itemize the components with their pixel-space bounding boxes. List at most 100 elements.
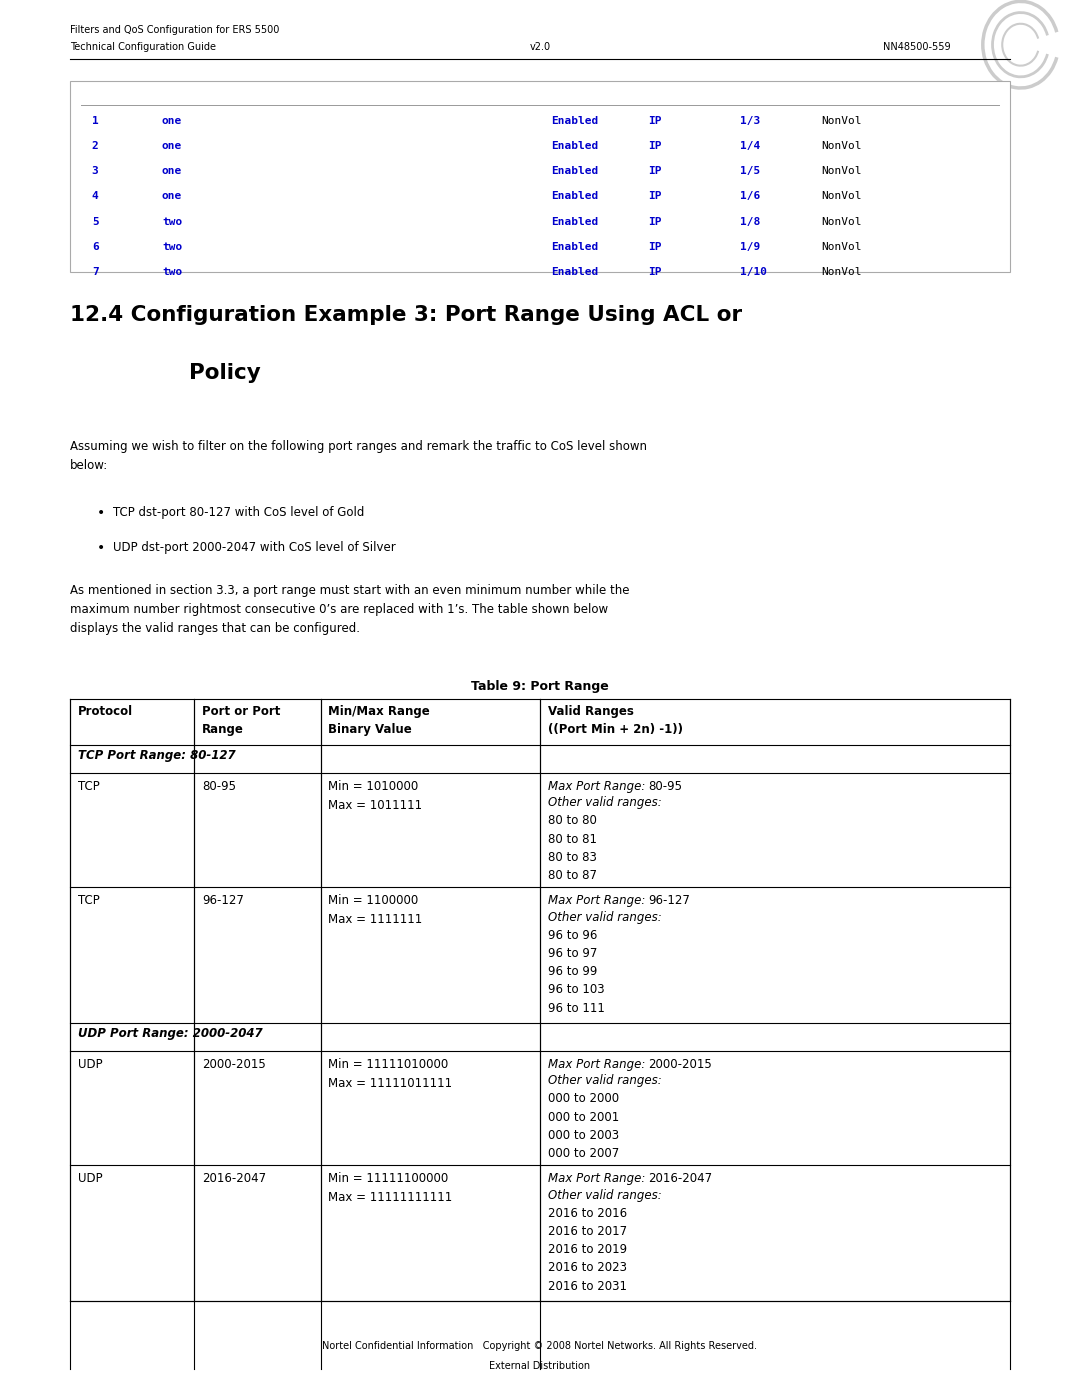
Text: 96 to 111: 96 to 111 <box>548 1002 605 1014</box>
Text: Enabled: Enabled <box>551 141 598 151</box>
Text: IP: IP <box>648 242 661 251</box>
Text: Technical Configuration Guide: Technical Configuration Guide <box>70 42 216 52</box>
Text: 3: 3 <box>92 166 98 176</box>
Text: Nortel Confidential Information   Copyright © 2008 Nortel Networks. All Rights R: Nortel Confidential Information Copyrigh… <box>323 1341 757 1351</box>
Text: NonVol: NonVol <box>821 267 862 277</box>
Text: Min/Max Range
Binary Value: Min/Max Range Binary Value <box>328 705 430 736</box>
Text: 96-127: 96-127 <box>202 894 244 907</box>
Text: Min = 11111100000
Max = 11111111111: Min = 11111100000 Max = 11111111111 <box>328 1172 453 1204</box>
Text: 1/10: 1/10 <box>740 267 767 277</box>
Text: 000 to 2001: 000 to 2001 <box>548 1111 619 1123</box>
Text: 96 to 99: 96 to 99 <box>548 965 597 978</box>
Text: Other valid ranges:: Other valid ranges: <box>548 796 661 809</box>
Text: Enabled: Enabled <box>551 116 598 126</box>
Text: Enabled: Enabled <box>551 217 598 226</box>
Text: 2016-2047: 2016-2047 <box>202 1172 266 1185</box>
Text: Min = 1010000
Max = 1011111: Min = 1010000 Max = 1011111 <box>328 780 422 812</box>
Text: 1/8: 1/8 <box>740 217 760 226</box>
Text: Enabled: Enabled <box>551 166 598 176</box>
Text: UDP dst-port 2000-2047 with CoS level of Silver: UDP dst-port 2000-2047 with CoS level of… <box>113 541 396 553</box>
Text: one: one <box>162 141 183 151</box>
Text: 1/4: 1/4 <box>740 141 760 151</box>
Text: Enabled: Enabled <box>551 191 598 201</box>
Text: 96 to 97: 96 to 97 <box>548 947 597 960</box>
Text: IP: IP <box>648 267 661 277</box>
Text: Other valid ranges:: Other valid ranges: <box>548 1189 661 1201</box>
Text: two: two <box>162 267 183 277</box>
Text: 1/5: 1/5 <box>740 166 760 176</box>
Text: 2000-2015: 2000-2015 <box>202 1058 266 1070</box>
Text: Assuming we wish to filter on the following port ranges and remark the traffic t: Assuming we wish to filter on the follow… <box>70 440 647 472</box>
Text: v2.0: v2.0 <box>529 42 551 52</box>
Text: •: • <box>97 541 106 555</box>
Text: 2016 to 2017: 2016 to 2017 <box>548 1225 626 1238</box>
Text: 000 to 2000: 000 to 2000 <box>548 1092 619 1105</box>
Text: two: two <box>162 242 183 251</box>
Text: Port or Port
Range: Port or Port Range <box>202 705 281 736</box>
Text: IP: IP <box>648 116 661 126</box>
Text: IP: IP <box>648 166 661 176</box>
FancyBboxPatch shape <box>70 81 1010 272</box>
Text: 80 to 81: 80 to 81 <box>548 833 596 845</box>
Text: 1: 1 <box>92 116 98 126</box>
Text: two: two <box>162 217 183 226</box>
Text: NonVol: NonVol <box>821 191 862 201</box>
Text: 80 to 87: 80 to 87 <box>548 869 596 882</box>
Text: 6: 6 <box>92 242 98 251</box>
Text: Table 9: Port Range: Table 9: Port Range <box>471 680 609 693</box>
Text: 2016 to 2019: 2016 to 2019 <box>548 1243 626 1256</box>
Text: 2016 to 2031: 2016 to 2031 <box>548 1280 626 1292</box>
Text: TCP: TCP <box>78 780 99 792</box>
Text: NonVol: NonVol <box>821 116 862 126</box>
Text: TCP: TCP <box>78 894 99 907</box>
Text: NonVol: NonVol <box>821 242 862 251</box>
Text: Policy: Policy <box>189 363 260 383</box>
Text: Filters and QoS Configuration for ERS 5500: Filters and QoS Configuration for ERS 55… <box>70 25 280 35</box>
Text: 4: 4 <box>92 191 98 201</box>
Text: 2: 2 <box>92 141 98 151</box>
Text: NonVol: NonVol <box>821 217 862 226</box>
Text: IP: IP <box>648 217 661 226</box>
Text: 96 to 103: 96 to 103 <box>548 983 604 996</box>
Text: TCP dst-port 80-127 with CoS level of Gold: TCP dst-port 80-127 with CoS level of Go… <box>113 506 365 518</box>
Text: NonVol: NonVol <box>821 166 862 176</box>
Text: UDP: UDP <box>78 1058 103 1070</box>
Text: Min = 11111010000
Max = 11111011111: Min = 11111010000 Max = 11111011111 <box>328 1058 453 1090</box>
Text: 1/9: 1/9 <box>740 242 760 251</box>
Text: 80-95: 80-95 <box>202 780 235 792</box>
Text: IP: IP <box>648 141 661 151</box>
Text: Enabled: Enabled <box>551 267 598 277</box>
Text: one: one <box>162 166 183 176</box>
Text: Max Port Range:: Max Port Range: <box>548 894 645 907</box>
Text: Max Port Range:: Max Port Range: <box>548 1172 645 1185</box>
Text: 80-95: 80-95 <box>648 780 681 792</box>
Text: •: • <box>97 506 106 520</box>
Text: TCP Port Range: 80-127: TCP Port Range: 80-127 <box>78 749 235 761</box>
Text: 7: 7 <box>92 267 98 277</box>
Text: 2016 to 2023: 2016 to 2023 <box>548 1261 626 1274</box>
Text: Max Port Range:: Max Port Range: <box>548 780 645 792</box>
Text: External Distribution: External Distribution <box>489 1361 591 1370</box>
Text: one: one <box>162 116 183 126</box>
Text: NonVol: NonVol <box>821 141 862 151</box>
Text: Protocol: Protocol <box>78 705 133 718</box>
Text: 96 to 96: 96 to 96 <box>548 929 597 942</box>
Text: Enabled: Enabled <box>551 242 598 251</box>
Text: UDP Port Range: 2000-2047: UDP Port Range: 2000-2047 <box>78 1027 262 1039</box>
Text: 80 to 80: 80 to 80 <box>548 814 596 827</box>
Text: Max Port Range:: Max Port Range: <box>548 1058 645 1070</box>
Text: IP: IP <box>648 191 661 201</box>
Text: 2016 to 2016: 2016 to 2016 <box>548 1207 626 1220</box>
Text: 5: 5 <box>92 217 98 226</box>
Text: Other valid ranges:: Other valid ranges: <box>548 911 661 923</box>
Text: 96-127: 96-127 <box>648 894 690 907</box>
Text: Min = 1100000
Max = 1111111: Min = 1100000 Max = 1111111 <box>328 894 422 926</box>
Text: As mentioned in section 3.3, a port range must start with an even minimum number: As mentioned in section 3.3, a port rang… <box>70 584 630 636</box>
Text: 80 to 83: 80 to 83 <box>548 851 596 863</box>
Text: 000 to 2003: 000 to 2003 <box>548 1129 619 1141</box>
Text: Valid Ranges
((Port Min + 2n) -1)): Valid Ranges ((Port Min + 2n) -1)) <box>548 705 683 736</box>
Text: 2000-2015: 2000-2015 <box>648 1058 712 1070</box>
Text: NN48500-559: NN48500-559 <box>882 42 950 52</box>
Text: 2016-2047: 2016-2047 <box>648 1172 712 1185</box>
Text: Other valid ranges:: Other valid ranges: <box>548 1074 661 1087</box>
